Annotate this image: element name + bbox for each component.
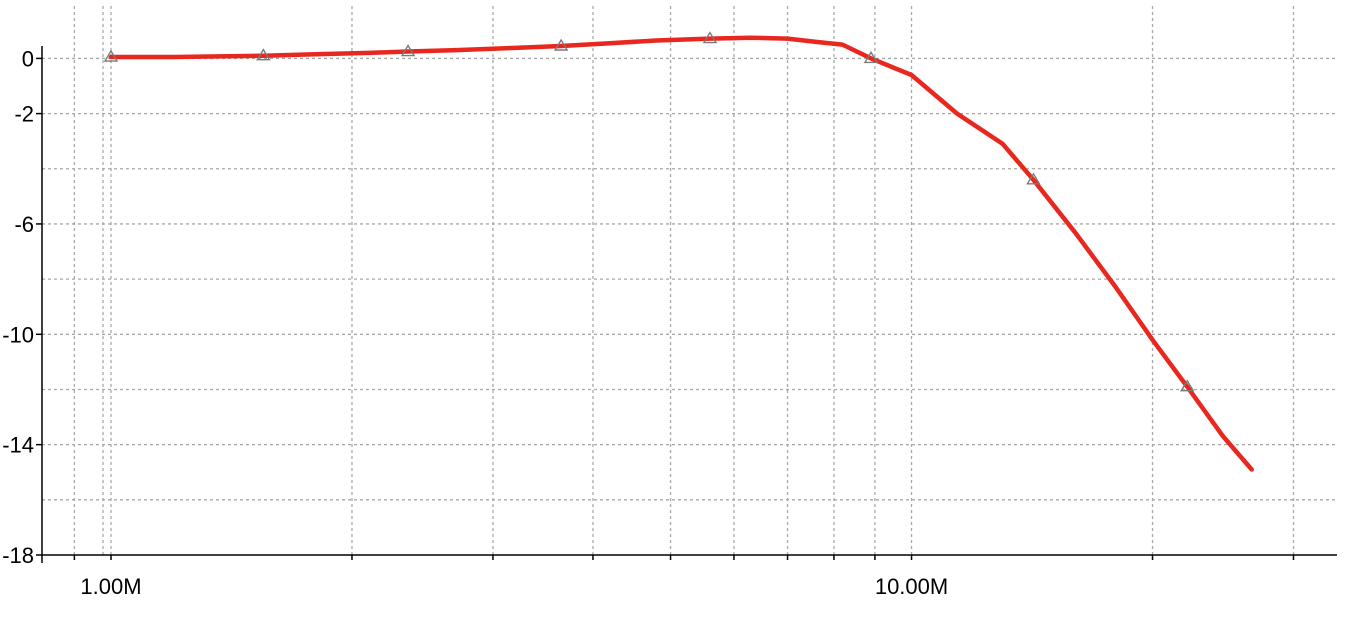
- data-point: [702, 31, 718, 44]
- x-tick-label: 10.00M: [875, 574, 948, 599]
- y-ticks: 0 -2 -6 -10 -14 -18: [2, 46, 42, 568]
- data-point: [1179, 379, 1195, 392]
- y-tick-label: -18: [2, 543, 34, 568]
- data-point: [256, 48, 271, 61]
- series-line: [108, 35, 1254, 472]
- y-tick-label: -2: [14, 102, 34, 127]
- y-tick-label: -10: [2, 322, 34, 347]
- axes: [41, 46, 1337, 563]
- x-tick-label: 1.00M: [80, 574, 141, 599]
- data-point: [1026, 172, 1041, 185]
- grid: [42, 6, 1337, 555]
- x-ticks: 1.00M 10.00M: [73, 555, 1295, 599]
- series: [103, 31, 1254, 472]
- data-point: [400, 44, 416, 57]
- y-tick-label: 0: [22, 46, 34, 71]
- data-point: [103, 49, 119, 62]
- data-point: [553, 38, 569, 51]
- data-point: [863, 51, 879, 64]
- y-tick-label: -6: [14, 212, 34, 237]
- y-tick-label: -14: [2, 433, 34, 458]
